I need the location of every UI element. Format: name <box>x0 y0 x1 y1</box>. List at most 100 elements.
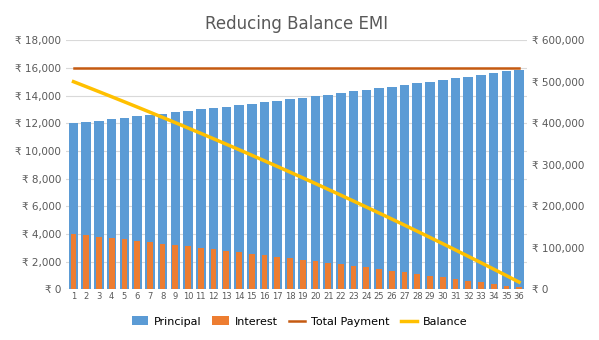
Total Payment <box>95 66 102 70</box>
Bar <box>501 71 511 289</box>
Total Payment <box>490 66 497 70</box>
Bar <box>387 87 397 289</box>
Balance <box>477 261 485 265</box>
Balance <box>83 85 90 89</box>
Bar <box>145 115 155 289</box>
Bar <box>516 288 522 289</box>
Bar <box>287 258 293 289</box>
Bar <box>185 246 191 289</box>
Total Payment <box>83 66 90 70</box>
Total Payment <box>235 66 243 70</box>
Total Payment <box>197 66 204 70</box>
Balance <box>223 142 230 146</box>
Balance <box>134 105 141 109</box>
Balance <box>159 115 166 119</box>
Bar <box>300 260 305 289</box>
Total Payment <box>134 66 141 70</box>
Bar <box>425 82 435 289</box>
Bar <box>223 251 229 289</box>
Bar <box>338 264 344 289</box>
Bar <box>211 249 216 289</box>
Bar <box>325 263 331 289</box>
Bar <box>274 257 280 289</box>
Bar <box>504 286 509 289</box>
Bar <box>209 108 218 289</box>
Total Payment <box>274 66 281 70</box>
Bar <box>349 91 358 289</box>
Balance <box>197 131 204 135</box>
Bar <box>438 80 447 289</box>
Bar <box>323 95 333 289</box>
Bar <box>478 282 484 289</box>
Bar <box>173 245 179 289</box>
Bar <box>81 122 91 289</box>
Bar <box>158 114 167 289</box>
Bar <box>71 234 76 289</box>
Legend: Principal, Interest, Total Payment, Balance: Principal, Interest, Total Payment, Bala… <box>127 312 472 331</box>
Balance <box>210 137 217 141</box>
Bar <box>440 277 446 289</box>
Bar <box>120 118 129 289</box>
Line: Balance: Balance <box>74 82 519 282</box>
Total Payment <box>426 66 434 70</box>
Bar <box>171 112 180 289</box>
Bar <box>196 109 205 289</box>
Bar <box>476 75 486 289</box>
Balance <box>376 211 383 215</box>
Total Payment <box>248 66 255 70</box>
Bar <box>465 280 471 289</box>
Total Payment <box>223 66 230 70</box>
Bar <box>134 241 140 289</box>
Total Payment <box>325 66 332 70</box>
Total Payment <box>516 66 523 70</box>
Bar <box>96 237 102 289</box>
Balance <box>299 176 306 180</box>
Balance <box>337 193 344 197</box>
Bar <box>109 238 114 289</box>
Balance <box>312 182 319 186</box>
Total Payment <box>261 66 268 70</box>
Bar <box>374 88 384 289</box>
Bar <box>413 83 422 289</box>
Balance <box>184 126 192 130</box>
Bar <box>132 117 142 289</box>
Total Payment <box>503 66 510 70</box>
Total Payment <box>477 66 485 70</box>
Total Payment <box>363 66 370 70</box>
Balance <box>350 199 357 203</box>
Bar <box>249 254 255 289</box>
Bar <box>83 235 89 289</box>
Bar <box>351 266 356 289</box>
Total Payment <box>108 66 115 70</box>
Balance <box>70 80 77 84</box>
Bar <box>453 279 458 289</box>
Bar <box>400 85 409 289</box>
Total Payment <box>376 66 383 70</box>
Total Payment <box>299 66 306 70</box>
Balance <box>503 274 510 278</box>
Total Payment <box>146 66 153 70</box>
Bar <box>198 248 204 289</box>
Total Payment <box>312 66 319 70</box>
Balance <box>363 205 370 209</box>
Balance <box>248 153 255 157</box>
Total Payment <box>414 66 421 70</box>
Bar <box>94 121 104 289</box>
Total Payment <box>388 66 395 70</box>
Bar <box>362 90 371 289</box>
Bar <box>247 104 256 289</box>
Balance <box>146 110 153 114</box>
Total Payment <box>286 66 294 70</box>
Total Payment <box>439 66 446 70</box>
Bar <box>464 76 473 289</box>
Bar <box>260 102 270 289</box>
Total Payment <box>465 66 472 70</box>
Bar <box>313 261 318 289</box>
Balance <box>490 267 497 271</box>
Total Payment <box>337 66 344 70</box>
Bar <box>273 101 282 289</box>
Balance <box>108 95 115 99</box>
Balance <box>121 100 128 104</box>
Bar <box>450 78 460 289</box>
Total Payment <box>401 66 408 70</box>
